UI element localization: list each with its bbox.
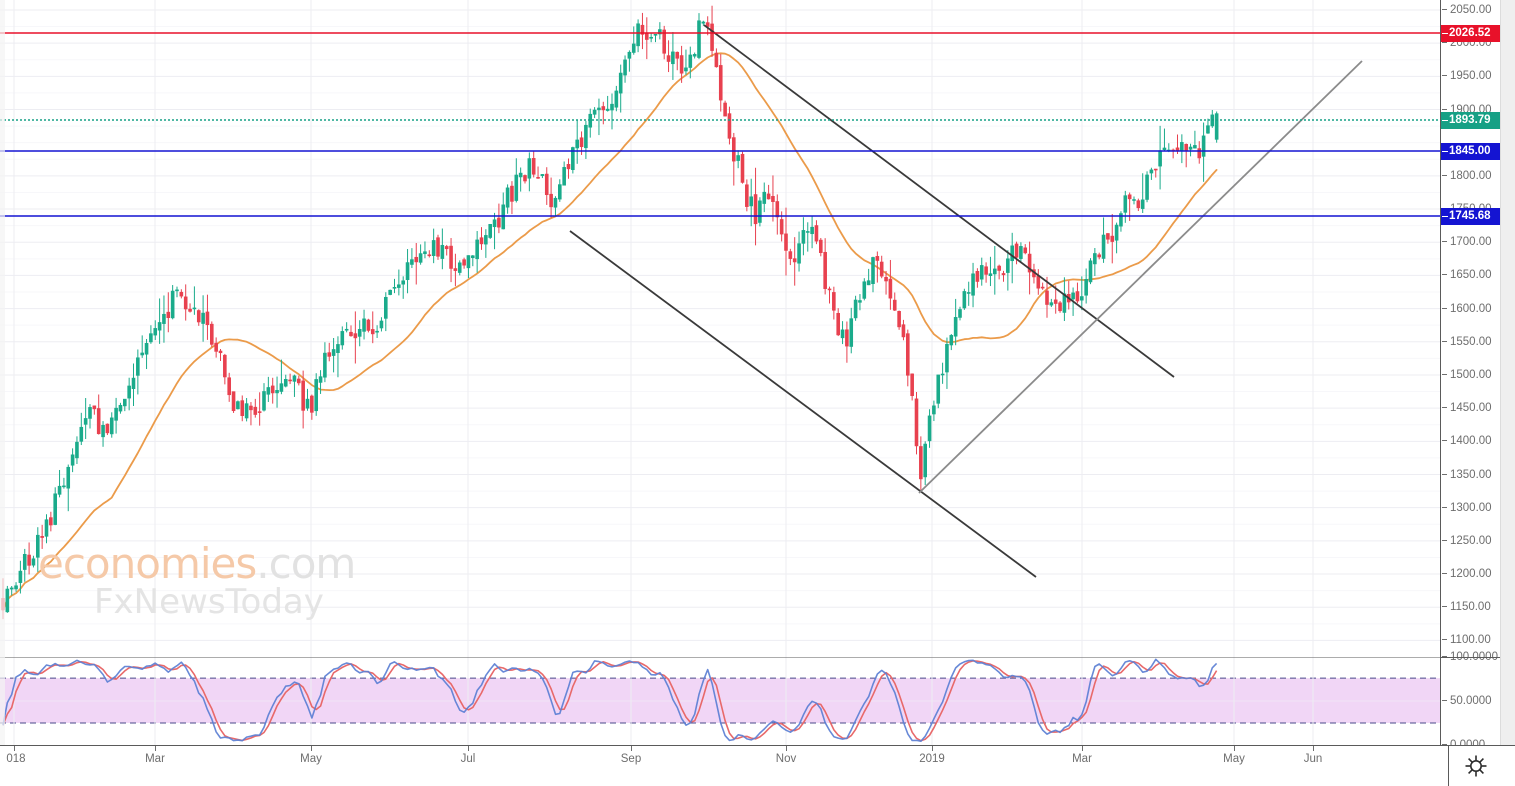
price-tick: 1400.00 [1441,433,1501,449]
price-tick: 1250.00 [1441,533,1501,549]
settings-gear-icon[interactable] [1462,752,1490,780]
price-chart-pane[interactable] [0,0,1440,657]
price-axis[interactable]: 2050.002000.001950.001900.001800.001750.… [1440,0,1501,751]
price-tick: 1450.00 [1441,400,1501,416]
trendline-ascending-support [918,60,1363,494]
stochastic-indicator-pane[interactable] [0,657,1440,745]
trendline-descending-lower [569,230,1037,578]
axis-separator [1448,746,1449,786]
price-tick: 1200.00 [1441,566,1501,582]
price-tick: 1550.00 [1441,334,1501,350]
axis-divider [1441,657,1501,658]
price-tick: 1950.00 [1441,68,1501,84]
vertical-scrollbar[interactable] [1500,0,1515,745]
price-chart-svg [0,0,1440,657]
price-tick: 1100.00 [1441,632,1501,648]
price-tick: 1150.00 [1441,599,1501,615]
candles-bearish [1,5,1202,620]
price-tick: 1350.00 [1441,467,1501,483]
date-axis[interactable]: 018 Mar May Jul Sep Nov 2019 Mar May Jun [0,745,1515,786]
price-label-support-lower[interactable]: 1745.68 [1441,208,1501,225]
trendline-descending-upper [703,24,1175,378]
price-tick: 1800.00 [1441,168,1501,184]
price-label-current-price[interactable]: 1893.79 [1441,112,1501,129]
price-tick: 1600.00 [1441,301,1501,317]
price-tick: 1700.00 [1441,234,1501,250]
price-tick: 2050.00 [1441,2,1501,18]
left-edge-strip [0,0,5,745]
price-tick: 1300.00 [1441,500,1501,516]
candles-bullish [5,13,1219,613]
stochastic-k-line [2,658,1218,742]
price-tick: 1500.00 [1441,367,1501,383]
price-tick: 1650.00 [1441,267,1501,283]
price-label-resistance[interactable]: 2026.52 [1441,25,1501,42]
indicator-tick: 50.0000 [1441,693,1501,709]
price-label-support-upper[interactable]: 1845.00 [1441,143,1501,160]
stochastic-indicator-svg [0,657,1440,745]
